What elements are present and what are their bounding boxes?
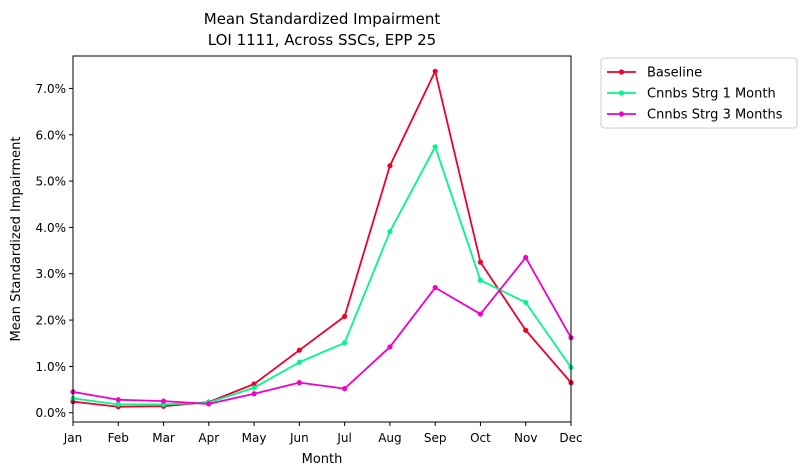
data-point: [387, 228, 393, 235]
x-tick-label: Feb: [108, 431, 129, 445]
y-axis-ticks: 0.0% 1.0% 2.0% 3.0% 4.0% 5.0% 6.0% 7.0%: [36, 82, 73, 420]
data-point: [296, 380, 302, 386]
x-tick-label: Apr: [198, 431, 219, 445]
chart-title-line2: LOI 1111, Across SSCs, EPP 25: [208, 31, 436, 49]
data-point: [342, 340, 348, 346]
series-lines: [70, 68, 574, 410]
x-axis-ticks: Jan Feb Mar Apr May Jun Jul Aug Sep Oct Nov Dec: [63, 422, 583, 445]
x-tick-label: Mar: [152, 431, 175, 445]
data-point: [477, 311, 484, 317]
x-tick-label: Dec: [559, 431, 582, 445]
legend-label: Baseline: [647, 66, 702, 81]
x-tick-label: Jan: [63, 431, 83, 445]
y-tick-label: 6.0%: [36, 128, 67, 142]
data-point: [477, 259, 484, 265]
data-point: [523, 254, 529, 261]
x-tick-label: Jul: [336, 431, 351, 445]
data-point: [296, 359, 302, 365]
data-point: [115, 397, 121, 403]
data-point: [251, 385, 257, 391]
y-tick-label: 4.0%: [36, 221, 67, 235]
data-point: [342, 386, 348, 392]
x-tick-label: Sep: [424, 431, 447, 445]
data-point: [432, 144, 438, 150]
series-line: [72, 145, 572, 406]
y-axis-label: Mean Standardized Impairment: [9, 137, 24, 342]
data-point: [477, 277, 484, 283]
x-tick-label: Oct: [470, 431, 491, 445]
data-point: [387, 344, 393, 350]
y-tick-label: 5.0%: [36, 175, 67, 189]
data-point: [432, 68, 438, 74]
legend-marker: [618, 111, 625, 117]
y-tick-label: 3.0%: [36, 267, 67, 281]
legend-marker: [618, 90, 625, 96]
data-point: [523, 327, 529, 333]
y-tick-label: 2.0%: [36, 314, 67, 328]
legend-label: Cnnbs Strg 3 Months: [647, 108, 783, 123]
data-point: [342, 313, 348, 319]
x-axis-label: Month: [302, 452, 343, 467]
x-tick-label: Aug: [378, 431, 401, 445]
legend-label: Cnnbs Strg 1 Month: [647, 87, 776, 102]
plot-frame: [72, 55, 572, 423]
data-point: [387, 163, 393, 169]
y-tick-label: 0.0%: [36, 406, 67, 420]
chart-title-line1: Mean Standardized Impairment: [204, 10, 441, 28]
legend-marker: [618, 69, 625, 75]
data-point: [523, 299, 529, 306]
data-point: [160, 398, 167, 404]
x-tick-label: Nov: [514, 431, 537, 445]
y-tick-label: 7.0%: [36, 82, 67, 96]
x-tick-label: May: [242, 431, 267, 445]
legend-frame: [600, 57, 798, 129]
data-point: [432, 285, 438, 291]
data-point: [115, 401, 121, 407]
series-line: [72, 70, 572, 408]
series-1: [70, 68, 574, 410]
data-point: [206, 401, 212, 407]
data-point: [296, 347, 302, 353]
legend: Baseline Cnnbs Strg 1 Month Cnnbs Strg 3 M…: [600, 57, 798, 129]
data-point: [251, 391, 257, 397]
y-tick-label: 1.0%: [36, 360, 67, 374]
x-tick-label: Jun: [289, 431, 309, 445]
series-3: [70, 254, 574, 407]
series-line: [72, 256, 572, 405]
data-point: [251, 381, 257, 387]
